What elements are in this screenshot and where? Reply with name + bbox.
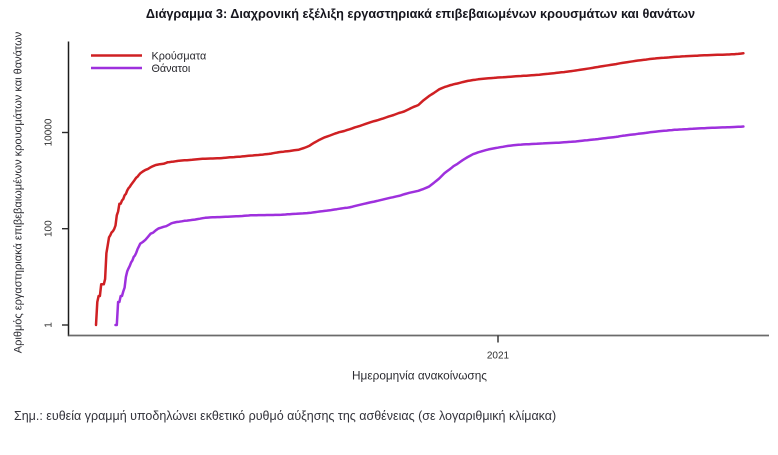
svg-text:Αριθμός εργαστηριακά επιβεβαιω: Αριθμός εργαστηριακά επιβεβαιωμένων κρου… [13,31,25,353]
svg-text:10000: 10000 [44,118,55,146]
svg-text:2021: 2021 [487,351,510,362]
svg-text:100: 100 [44,220,55,237]
svg-text:1: 1 [44,322,55,328]
svg-text:Ημερομηνία ανακοίνωσης: Ημερομηνία ανακοίνωσης [352,369,487,383]
svg-text:Σημ.: ευθεία γραμμή υποδηλώνει: Σημ.: ευθεία γραμμή υποδηλώνει εκθετικό … [14,409,556,423]
svg-text:Θάνατοι: Θάνατοι [152,63,191,75]
svg-text:Διάγραμμα 3: Διαχρονική εξέλιξ: Διάγραμμα 3: Διαχρονική εξέλιξη εργαστηρ… [146,7,695,21]
svg-text:Κρούσματα: Κρούσματα [152,51,207,63]
